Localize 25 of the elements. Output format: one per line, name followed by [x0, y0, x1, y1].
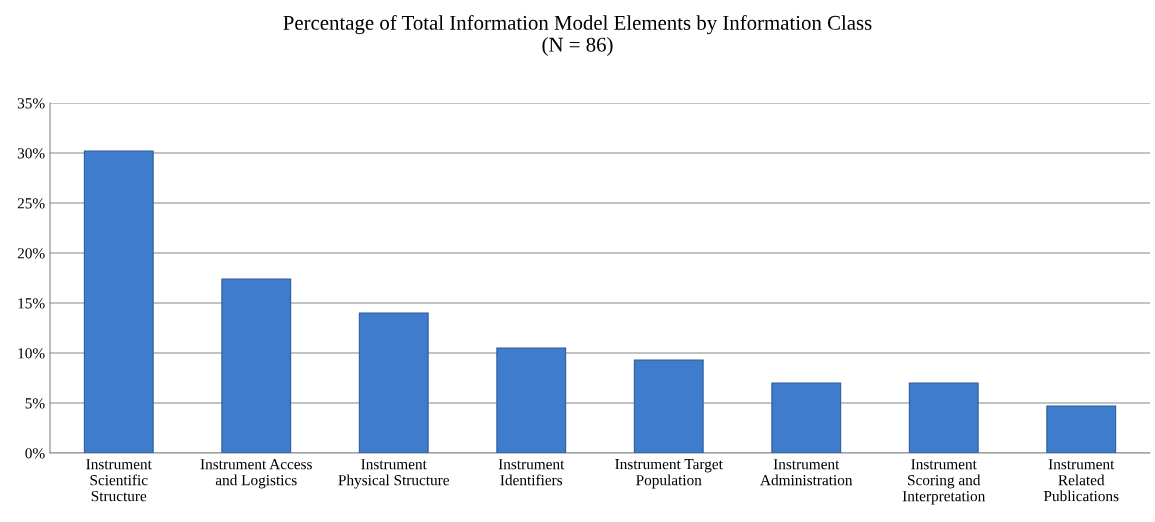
bar — [771, 382, 842, 453]
y-tick-label: 20% — [17, 248, 45, 259]
y-tick-label: 10% — [18, 348, 45, 359]
bar — [496, 347, 567, 453]
x-tick-label: Instrument Physical Structure — [338, 459, 450, 489]
x-tick-label: Instrument Administration — [760, 459, 853, 486]
bar — [908, 382, 979, 453]
y-tick-label: 35% — [17, 98, 45, 109]
bar — [1046, 405, 1117, 453]
bar — [83, 150, 154, 453]
chart-title: Percentage of Total Information Model Elements by Information Class (N = 86) — [283, 15, 872, 56]
x-tick-label: Instrument Target Population — [615, 459, 723, 489]
x-tick-label: Instrument Related Publications — [1043, 459, 1119, 502]
x-tick-label: Instrument Access and Logistics — [200, 459, 312, 489]
x-tick-label: Instrument Scoring and Interpretation — [902, 459, 986, 505]
y-tick-label: 30% — [17, 148, 45, 159]
bar — [358, 312, 429, 453]
bar — [221, 278, 292, 453]
x-tick-label: Instrument Identifiers — [498, 459, 565, 486]
bar — [633, 359, 704, 453]
x-tick-label: Instrument Scientific Structure — [86, 459, 152, 502]
y-tick-label: 5% — [25, 398, 45, 409]
y-tick-label: 15% — [18, 298, 45, 309]
y-tick-label: 25% — [17, 198, 45, 209]
y-tick-label: 0% — [25, 448, 45, 459]
